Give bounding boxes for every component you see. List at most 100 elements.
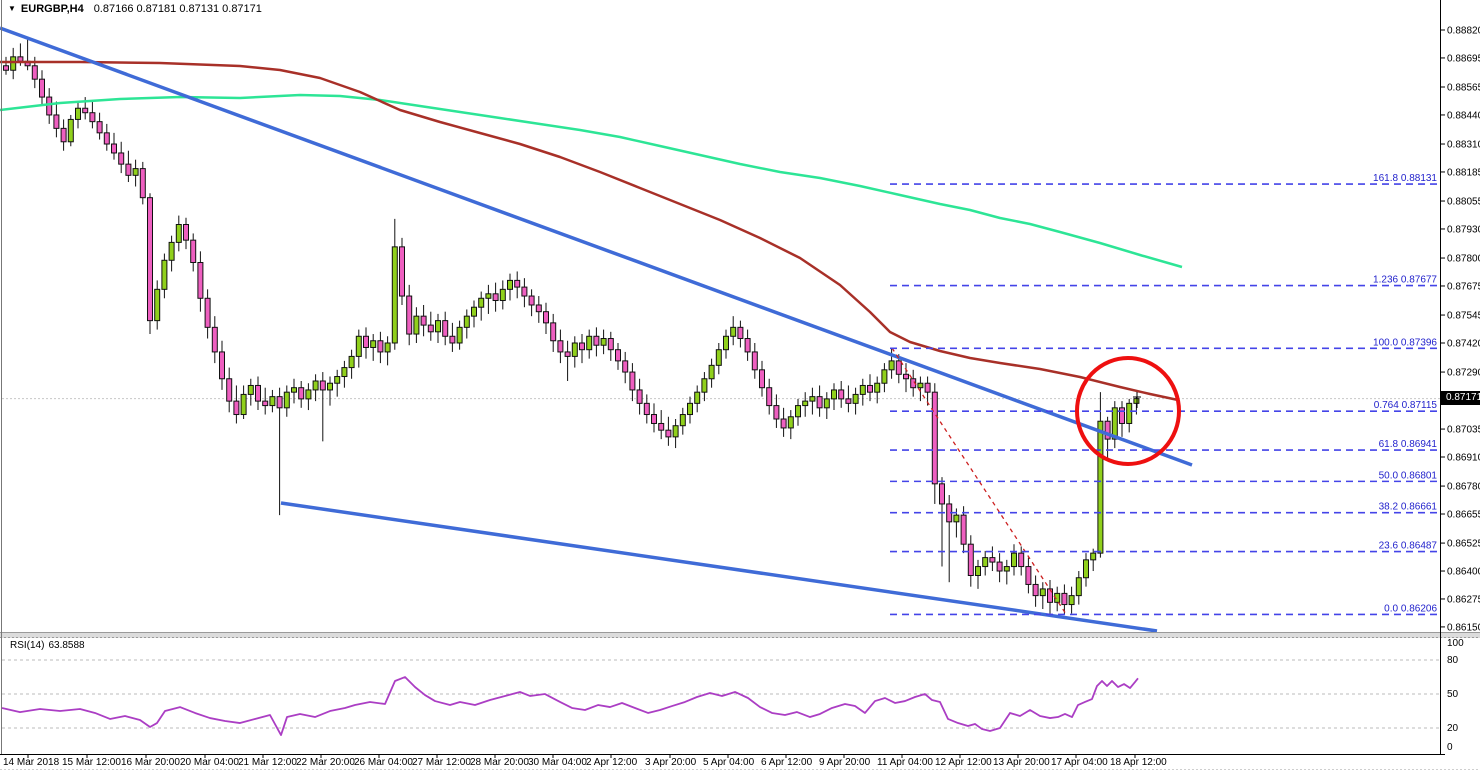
candle-body [795,405,801,418]
time-tick-label: 3 Apr 20:00 [645,757,697,768]
candle-body [989,557,996,563]
candle-body [276,396,283,409]
candle-body [31,65,38,80]
candle-body [319,380,326,391]
price-tick-label: 0.86525 [1447,539,1480,550]
candle-body [327,382,333,391]
price-tick-label: 0.87930 [1447,224,1480,235]
candle-body [924,382,931,393]
candle-body [384,342,391,353]
time-tick-label: 6 Apr 12:00 [761,757,813,768]
price-tick-label: 0.87420 [1447,338,1480,349]
candlesticks [3,38,1140,615]
candle-body [125,163,132,176]
candle-body [550,322,557,342]
candle-body [348,355,355,369]
candle-body [607,338,614,351]
candle-body [269,396,276,407]
candle-body [147,197,153,322]
candle-body [615,349,621,362]
ohlc-values: 0.87166 0.87181 0.87131 0.87171 [93,3,262,15]
price-tick-label: 0.88055 [1447,197,1480,208]
candle-body [1133,398,1140,404]
fib-ray[interactable] [891,347,1067,615]
candle-body [838,389,845,400]
candle-body [3,65,9,71]
candle-body [39,78,45,98]
candle-body [867,384,873,393]
candle-body [816,396,823,409]
time-tick-label: 5 Apr 04:00 [703,757,755,768]
fib-level-label: 38.2 0.86661 [1379,502,1438,513]
candle-body [852,393,859,404]
candle-body [571,342,578,357]
candle-body [787,416,794,429]
candle-body [564,351,571,357]
fib-level-label: 1.236 0.87677 [1373,275,1437,286]
rsi-axis-label: 80 [1447,655,1459,666]
candle-body [1061,592,1068,606]
fib-level-label: 0.764 0.87115 [1374,400,1438,411]
time-tick-label: 18 Apr 12:00 [1110,757,1167,768]
symbol-timeframe-label: EURGBP,H4 [20,3,84,15]
price-tick-label: 0.87035 [1447,425,1480,436]
candle-body [557,340,564,353]
candle-body [10,56,17,71]
candle-body [600,338,607,346]
price-tick-label: 0.86780 [1447,482,1480,493]
rsi-axis-label: 20 [1447,723,1459,734]
candle-body [435,320,441,333]
rsi-axis-label: 100 [1447,638,1464,649]
candle-body [118,152,125,165]
time-tick-label: 13 Apr 20:00 [993,757,1050,768]
candle-body [859,384,866,395]
candle-body [190,239,197,264]
candle-body [888,360,895,371]
candle-body [730,326,737,337]
candle-body [593,335,600,346]
candle-body [161,259,168,290]
time-tick-label: 28 Mar 20:00 [470,757,529,768]
candle-body [809,396,816,402]
candle-body [967,543,974,576]
price-tick-label: 0.86910 [1447,453,1480,464]
candle-body [759,369,765,389]
candle-body [82,107,89,114]
candle-body [687,402,693,416]
fib-level-label: 50.0 0.86801 [1379,470,1438,481]
candle-body [1075,577,1082,597]
candle-body [629,371,636,391]
time-tick-label: 9 Apr 20:00 [819,757,871,768]
price-tick-label: 0.87800 [1447,254,1480,265]
rsi-line [1,676,1139,736]
time-tick-label: 20 Mar 04:00 [180,757,239,768]
price-tick-label: 0.88820 [1447,26,1480,37]
candle-body [413,315,420,335]
candle-body [586,335,593,351]
candle-body [543,311,549,324]
candle-body [658,422,665,431]
candle-body [17,56,24,62]
price-tick-label: 0.86275 [1447,594,1480,605]
time-tick-label: 30 Mar 04:00 [528,757,587,768]
candle-body [694,391,701,404]
candle-body [492,293,499,302]
pane-separator[interactable] [0,632,1480,638]
price-tick-label: 0.87545 [1447,311,1480,322]
candle-body [420,315,427,326]
candle-body [197,262,204,299]
rsi-axis-label: 0 [1447,742,1453,753]
candle-body [168,241,175,261]
candle-body [478,297,485,308]
candle-body [975,566,981,576]
upper-trendline[interactable] [0,26,1193,467]
symbol-dropdown-icon[interactable]: ▼ [8,4,16,13]
candle-body [283,391,290,409]
candle-body [247,384,254,395]
highlight-circle[interactable] [1075,356,1181,466]
candle-body [204,297,211,328]
fib-level-label: 0.0 0.86206 [1384,603,1437,614]
lower-trendline[interactable] [280,501,1158,633]
candle-body [636,389,643,404]
